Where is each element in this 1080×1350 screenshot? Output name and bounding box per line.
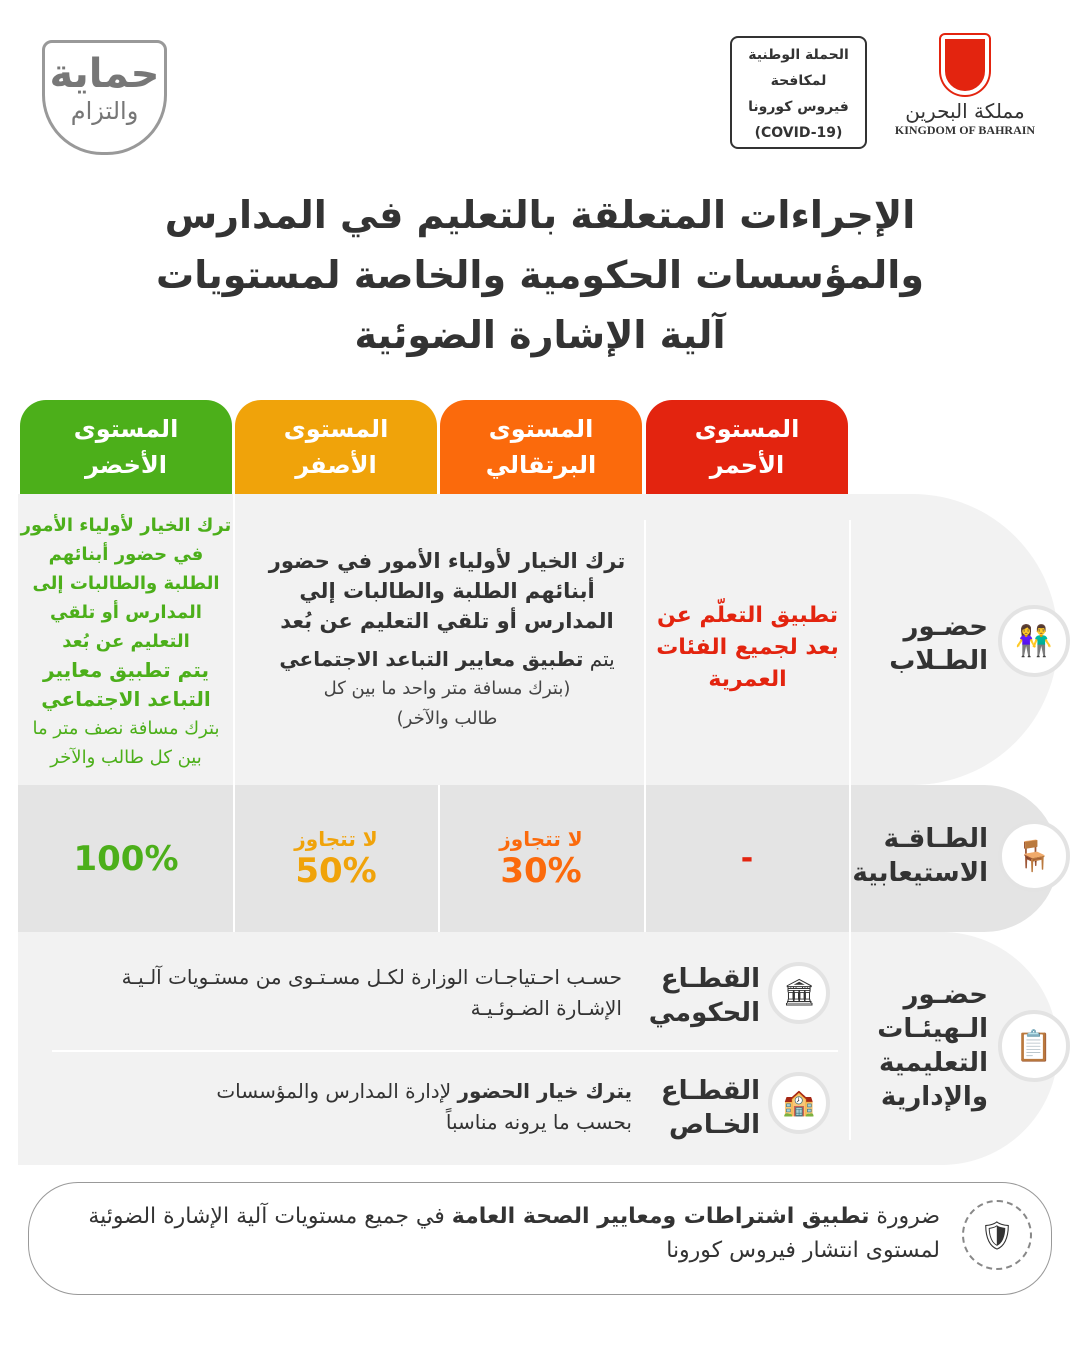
- row-capacity: [18, 785, 1058, 932]
- sector-divider: [52, 1050, 838, 1052]
- divider: [849, 520, 851, 1140]
- himaya-logo: حماية والتزام: [42, 40, 167, 155]
- page-title: الإجراءات المتعلقة بالتعليم في المدارس و…: [156, 193, 924, 357]
- divider: [644, 520, 646, 932]
- classroom-icon: 🪑: [998, 820, 1070, 892]
- private-school-icon: 🏫: [768, 1072, 830, 1134]
- private-sector-text: يترك خيار الحضور لإدارة المدارس والمؤسسا…: [216, 1079, 632, 1134]
- footer-text: ضرورة تطبيق اشتراطات ومعايير الصحة العام…: [88, 1204, 940, 1263]
- capacity-orange-cell: لا تتجاوز 30%: [499, 826, 583, 891]
- capacity-label: الطـاقـة الاستيعابية: [852, 824, 988, 888]
- capacity-yellow-cell: لا تتجاوز 50%: [294, 826, 378, 891]
- coat-of-arms-icon: [941, 35, 989, 95]
- private-sector-label: القطـاع الخـاص: [660, 1076, 760, 1140]
- footer-note: [28, 1182, 1052, 1295]
- divider: [438, 785, 440, 932]
- header-red-level: المستوى الأحمر: [646, 400, 848, 494]
- health-shield-icon: 🛡: [962, 1200, 1032, 1270]
- row-students: [18, 494, 1058, 785]
- government-sector-text: حسـب احـتياجـات الوزارة لكـل مسـتـوى من …: [121, 965, 622, 1020]
- capacity-green-cell: 100%: [73, 838, 179, 879]
- students-yellow-orange-cell: ترك الخيار لأولياء الأمور في حضور أبنائه…: [268, 549, 626, 729]
- campaign-box: الحملة الوطنية لمكافحة فيروس كورونا (COV…: [730, 36, 867, 149]
- capacity-red-cell: -: [740, 841, 754, 876]
- government-building-icon: 🏛: [768, 962, 830, 1024]
- government-sector-label: القطـاع الحكومي: [648, 964, 760, 1028]
- presentation-icon: 📋: [998, 1010, 1070, 1082]
- kingdom-logo: مملكة البحرين KINGDOM OF BAHRAIN: [885, 35, 1045, 138]
- students-icon: 👫: [998, 605, 1070, 677]
- header-green-level: المستوى الأخضر: [20, 400, 232, 494]
- staff-label: حضـور الـهيئـات التعليمية والإدارية: [877, 980, 988, 1112]
- header-yellow-level: المستوى الأصفر: [235, 400, 437, 494]
- header-orange-level: المستوى البرتقالي: [440, 400, 642, 494]
- row-staff: [18, 932, 1058, 1165]
- students-label: حضـور الطـلاب: [889, 612, 988, 676]
- students-red-cell: تطبيق التعلّم عن بعد لجميع الفئات العمري…: [656, 603, 839, 692]
- divider: [233, 494, 235, 932]
- students-green-cell: ترك الخيار لأولياء الأمور في حضور أبنائه…: [20, 514, 232, 768]
